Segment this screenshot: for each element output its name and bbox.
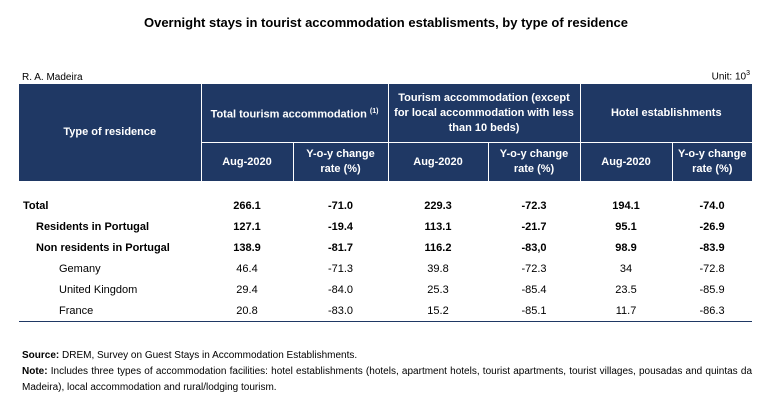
header-tourism-accommodation: Tourism accommodation (except for local …	[387, 84, 581, 143]
source-text: DREM, Survey on Guest Stays in Accommoda…	[59, 350, 358, 361]
table-row-united-kingdom: United Kingdom 29.4 -84.0 25.3 -85.4 23.…	[19, 279, 752, 300]
spacer-row	[19, 181, 752, 195]
subheader-change-rate: Y-o-y change rate (%)	[292, 142, 389, 181]
table-row-germany: Gemany 46.4 -71.3 39.8 -72.3 34 -72.8	[19, 258, 752, 279]
cell-total-aug-2020: 266.1	[233, 199, 261, 212]
cell-tourism-aug-2020: 25.3	[427, 283, 449, 296]
cell-hotel-change: -86.3	[672, 300, 753, 322]
subheader-change-rate: Y-o-y change rate (%)	[487, 142, 581, 181]
cell-total-aug-2020: 20.8	[201, 300, 293, 322]
note: Note: Includes three types of accommodat…	[22, 364, 752, 396]
header-group-label: Total tourism accommodation	[210, 108, 367, 121]
row-label: Total	[23, 199, 49, 212]
cell-total-change: -71.0	[327, 199, 354, 212]
table-header-row: Type of residence Total tourism accommod…	[19, 84, 753, 181]
cell-total-aug-2020: 46.4	[236, 262, 258, 275]
cell-hotel-aug-2020: 23.5	[615, 283, 637, 296]
note-text: Includes three types of accommodation fa…	[22, 366, 752, 393]
spacer-cell	[19, 181, 752, 195]
footnote-marker: (1)	[369, 107, 379, 115]
cell-hotel-change: -85.9	[699, 283, 725, 296]
cell-tourism-change: -72.3	[521, 199, 547, 212]
row-label: Non residents in Portugal	[36, 241, 170, 254]
source-note: Source: DREM, Survey on Guest Stays in A…	[22, 348, 752, 364]
note-label: Note:	[22, 366, 48, 377]
cell-tourism-change: -21.7	[521, 220, 547, 233]
unit-label: Unit: 103	[712, 70, 750, 82]
row-label: Gemany	[59, 262, 101, 275]
table-row-total: Total 266.1 -71.0 229.3 -72.3 194.1 -74.…	[19, 195, 752, 216]
cell-hotel-aug-2020: 11.7	[580, 300, 673, 322]
cell-tourism-aug-2020: 113.1	[424, 220, 452, 233]
cell-tourism-aug-2020: 39.8	[427, 262, 449, 275]
page-title: Overnight stays in tourist accommodation…	[143, 15, 628, 30]
subheader-period: Aug-2020	[387, 142, 489, 181]
cell-total-aug-2020: 138.9	[233, 241, 261, 254]
header-total-tourism-accommodation: Total tourism accommodation (1)	[200, 84, 389, 143]
cell-hotel-aug-2020: 98.9	[615, 241, 637, 254]
region-label: R. A. Madeira	[22, 72, 83, 83]
header-hotel-establishments: Hotel establishments	[579, 84, 753, 143]
cell-hotel-aug-2020: 34	[619, 262, 633, 275]
cell-tourism-change: -85.4	[521, 283, 547, 296]
unit-exponent: 3	[746, 70, 750, 77]
table-row-residents: Residents in Portugal 127.1 -19.4 113.1 …	[19, 216, 752, 237]
cell-hotel-change: -83.9	[699, 241, 725, 254]
cell-hotel-change: -72.8	[699, 262, 725, 275]
cell-total-change: -83.0	[293, 300, 389, 322]
cell-hotel-change: -74.0	[699, 199, 725, 212]
cell-tourism-change: -83,0	[521, 241, 547, 254]
cell-tourism-change: -72.3	[521, 262, 547, 275]
subheader-period: Aug-2020	[579, 142, 673, 181]
unit-text: Unit: 10	[711, 71, 747, 83]
cell-tourism-aug-2020: 229.3	[424, 199, 452, 212]
subheader-period: Aug-2020	[200, 142, 293, 181]
cell-total-change: -84.0	[327, 283, 354, 296]
table-row-france: France 20.8 -83.0 15.2 -85.1 11.7 -86.3	[19, 300, 753, 322]
cell-tourism-change: -85.1	[488, 300, 581, 322]
footnotes: Source: DREM, Survey on Guest Stays in A…	[22, 348, 752, 396]
table-row-non-residents: Non residents in Portugal 138.9 -81.7 11…	[19, 237, 752, 258]
cell-tourism-aug-2020: 15.2	[388, 300, 489, 322]
cell-hotel-change: -26.9	[699, 220, 725, 233]
cell-total-aug-2020: 29.4	[236, 283, 258, 296]
source-label: Source:	[22, 350, 60, 361]
subheader-change-rate: Y-o-y change rate (%)	[671, 142, 753, 181]
row-label: France	[19, 300, 201, 322]
cell-hotel-aug-2020: 95.1	[615, 220, 637, 233]
cell-hotel-aug-2020: 194.1	[612, 199, 640, 212]
cell-total-change: -71.3	[327, 262, 354, 275]
header-type-of-residence: Type of residence	[19, 84, 201, 181]
cell-total-change: -19.4	[327, 220, 354, 233]
row-label: United Kingdom	[59, 283, 138, 296]
cell-total-aug-2020: 127.1	[233, 220, 261, 233]
table-subheader-row: Aug-2020 Y-o-y change rate (%) Aug-2020 …	[19, 142, 753, 181]
row-label: Residents in Portugal	[36, 220, 150, 233]
cell-total-change: -81.7	[327, 241, 354, 254]
cell-tourism-aug-2020: 116.2	[424, 241, 452, 254]
overnight-stays-table: Type of residence Total tourism accommod…	[19, 84, 753, 322]
